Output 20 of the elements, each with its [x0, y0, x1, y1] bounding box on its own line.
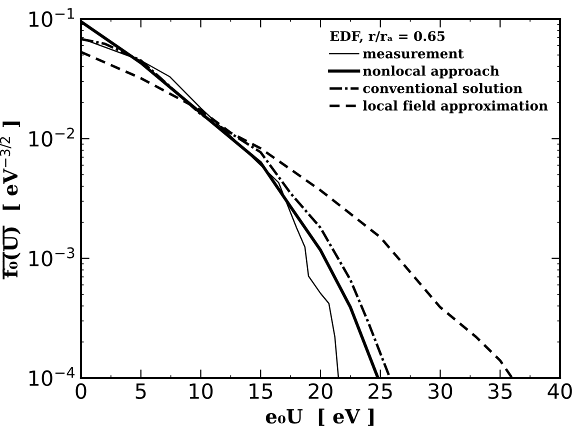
legend-label: local field approximation — [363, 100, 548, 114]
y-axis-title: f̅₀̅(̅U̅)̅ [ eV$^{−3/2}$ ] — [0, 122, 20, 280]
x-axis-title: e₀U [ eV ] — [266, 408, 374, 426]
x-tick-label: 40 — [548, 383, 572, 399]
y-tick-label: 10$^{−2}$ — [29, 128, 74, 147]
legend-label: conventional solution — [363, 83, 522, 94]
x-tick-label: 20 — [308, 383, 332, 399]
x-tick-label: 30 — [428, 383, 452, 399]
legend-title: EDF, r/rₐ = 0.65 — [330, 31, 445, 44]
x-tick-label: 5 — [136, 384, 146, 399]
y-tick-label: 10$^{−1}$ — [29, 8, 74, 28]
x-tick-label: 25 — [368, 383, 392, 399]
x-tick-label: 10 — [190, 383, 213, 399]
legend-label: nonlocal approach — [363, 66, 500, 78]
x-tick-label: 35 — [488, 383, 512, 399]
y-tick-label: 10$^{−3}$ — [29, 247, 74, 266]
legend-label: measurement — [363, 49, 464, 58]
x-tick-label: 15 — [250, 384, 272, 399]
y-tick-label: 10$^{−4}$ — [29, 367, 75, 386]
x-tick-label: 0 — [76, 383, 86, 399]
